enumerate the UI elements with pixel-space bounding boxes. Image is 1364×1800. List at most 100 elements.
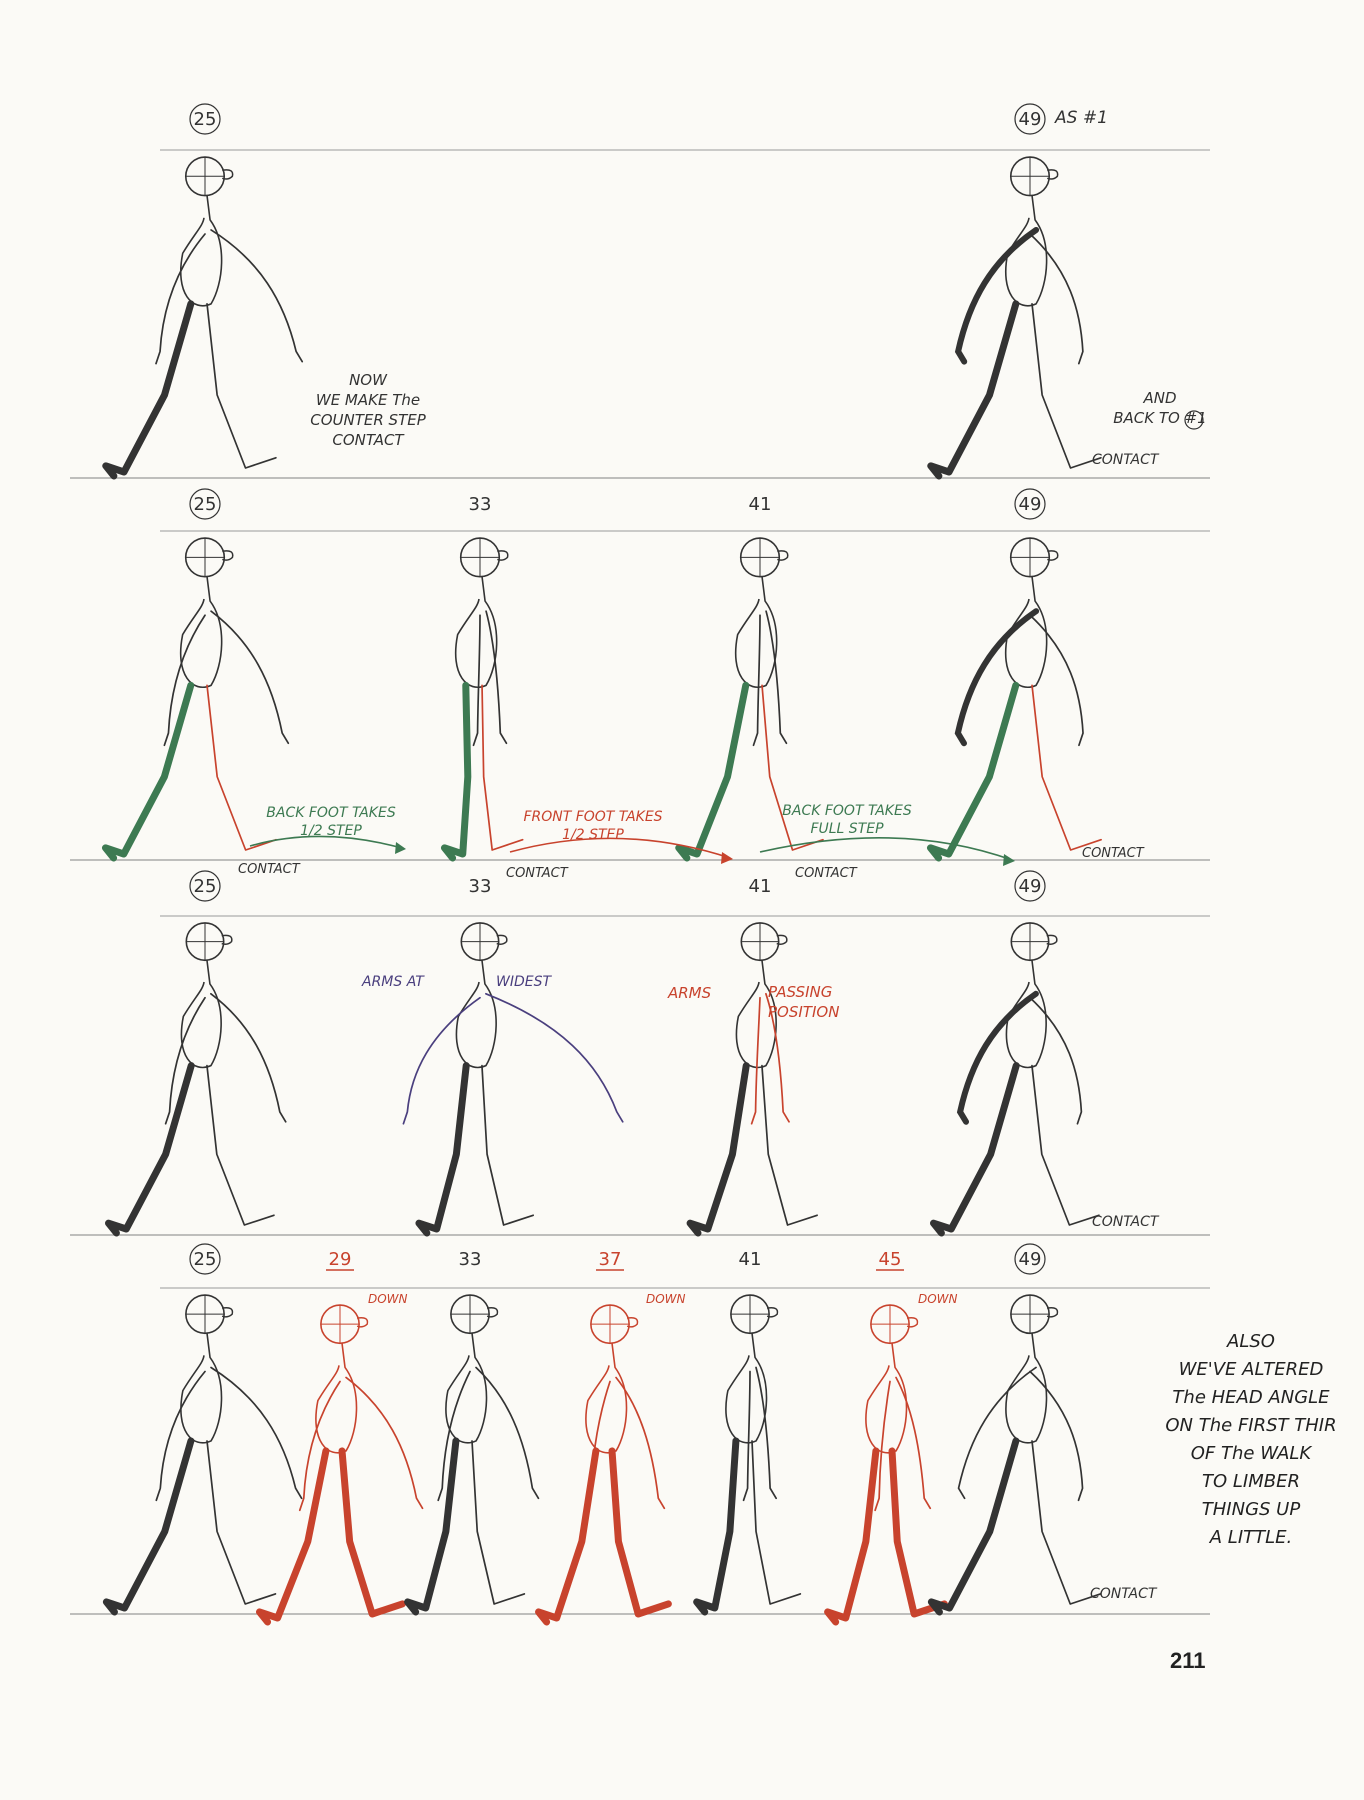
frame-number-circle [1014,870,1046,902]
contact-label: CONTACT [1092,1214,1159,1230]
figure-front-leg [1031,303,1102,469]
figure-back-arm [1029,996,1083,1125]
walking-figure [105,922,287,1237]
figure-front-leg [206,1064,275,1226]
step-arrow [759,837,1013,861]
page-number: 211 [1170,1648,1206,1673]
frame-note-down: DOWN [646,1292,686,1306]
walk-row: 25 33 41 49 [70,870,1210,1237]
figure-front-leg [206,684,277,851]
figure-front-arm [210,610,290,745]
frame-number-circle [1014,488,1046,520]
figure-front-leg [481,1064,535,1226]
note-line: CONTACT [332,431,404,449]
figure-back-arm [163,614,206,747]
figure-back-leg [102,1437,195,1616]
figure-nose [906,1316,919,1328]
figure-front-leg [471,1440,526,1605]
frame-number-circle [189,1243,221,1275]
note-line: OF The WALK [1190,1443,1312,1464]
figure-back-arm [1029,233,1084,365]
figure-front-leg [338,1447,406,1618]
figure-torso [445,1333,488,1444]
frame-number: 49 [1019,109,1042,130]
figure-nose [486,1306,499,1318]
arrow-line: BACK FOOT TAKES [782,803,912,819]
figure-back-leg [415,1062,470,1237]
figure-back-arm [402,996,481,1125]
note-line: POSITION [768,1003,840,1021]
figure-front-leg [888,1447,948,1618]
frame-number: 33 [469,876,492,897]
frame-number: 49 [1019,876,1042,897]
figure-nose [1047,169,1059,180]
frame-number: 25 [194,109,217,130]
figure-front-arm [345,1376,424,1510]
figure-torso [180,960,222,1069]
frame-number: 29 [329,1249,352,1270]
frame-number: 41 [749,876,772,897]
arrow-head [395,842,406,854]
frame-number-circle [1014,1243,1046,1275]
frame-number: 33 [469,494,492,515]
figure-back-arm [742,1370,751,1502]
frame-number-circle [189,488,221,520]
arrow-line: 1/2 STEP [562,827,624,843]
walking-figure [440,537,524,862]
figure-front-arm [615,1376,666,1510]
figure-back-arm [472,614,481,747]
walking-figure [686,922,818,1237]
figure-nose [496,934,508,945]
figure-back-arm [437,1370,471,1502]
note-arms-at: ARMS AT [362,974,424,990]
figure-back-arm [155,233,206,365]
figure-back-leg [535,1447,600,1626]
walking-figure [930,922,1100,1237]
figure-back-leg [404,1437,460,1616]
contact-label: CONTACT [795,866,857,881]
walking-figure [824,1304,948,1626]
figure-nose [356,1316,369,1328]
figure-back-leg [102,300,195,480]
arrow-label-back-full: BACK FOOT TAKES FULL STEP [762,802,932,838]
figure-back-leg [256,1447,330,1626]
frame-number-circle [189,870,221,902]
walking-figure [402,922,624,1237]
figure-back-arm [750,996,761,1125]
walking-figure [101,537,290,862]
contact-label: CONTACT [238,862,300,877]
figure-front-leg [206,303,277,469]
figure-back-leg [926,681,1020,862]
figure-front-arm [765,610,788,745]
note-line: WE MAKE The [315,391,421,409]
note-passing-position: PASSING POSITION [768,982,839,1022]
note-back-to-1: AND BACK TO #1 [1100,388,1220,428]
note-line: The HEAD ANGLE [1172,1387,1330,1408]
figure-back-leg [693,1437,740,1616]
frame-note-down: DOWN [918,1292,958,1306]
figure-back-leg [101,681,195,862]
note-line: ON The FIRST THIR [1165,1415,1337,1436]
figure-back-leg [824,1447,880,1626]
figure-front-arm [210,229,304,363]
walk-row: 25 29 33 37 41 45 49 [70,1243,1210,1626]
figure-front-arm [210,1366,303,1500]
walking-figure [102,156,304,480]
arrow-head [721,852,733,864]
walking-figure [927,156,1102,480]
walking-figure [927,1294,1102,1616]
figure-torso [180,1333,223,1444]
figure-front-arm [485,610,508,745]
figure-back-arm [298,1380,341,1512]
walking-figure [675,537,824,862]
figure-back-leg [927,300,1020,480]
frame-number: 25 [194,876,217,897]
figure-back-arm [1029,614,1084,747]
figure-front-arm [485,992,624,1123]
figure-nose [776,934,788,945]
note-line: AND [1143,389,1177,407]
figure-nose [777,550,789,561]
note-widest: WIDEST [496,974,552,990]
figure-nose [626,1316,639,1328]
